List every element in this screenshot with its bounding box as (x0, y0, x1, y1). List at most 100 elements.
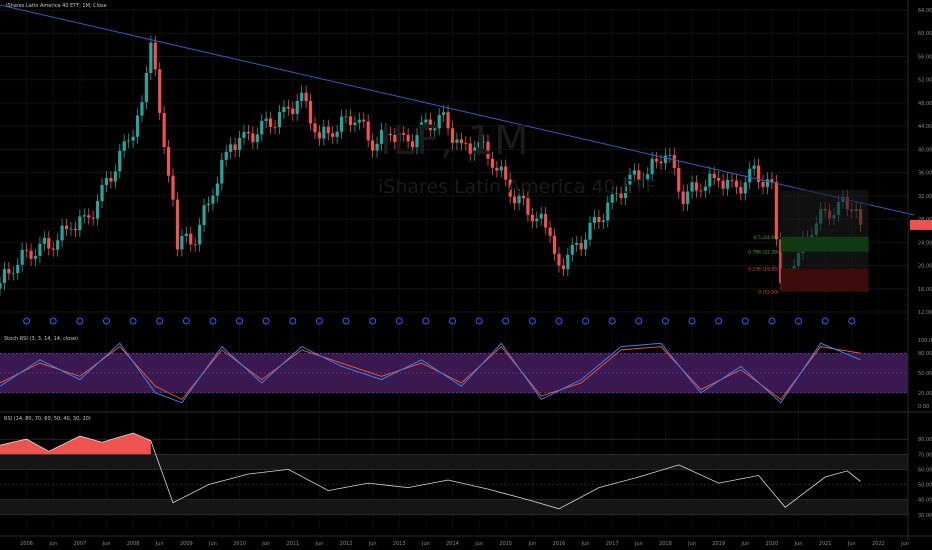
time-tick-label: Jun (315, 541, 324, 547)
candle-body (544, 213, 548, 228)
candle-body (277, 112, 282, 128)
price-axis: 12.0016.0020.0024.0028.0032.0036.0040.00… (907, 0, 932, 540)
price-tick-label: 44.00 (918, 124, 932, 130)
candle-body (388, 133, 392, 135)
candle-body (384, 129, 388, 134)
candle-body (588, 222, 592, 240)
stoch-tick-label: 100.00 (918, 338, 932, 344)
candle-body (668, 154, 672, 156)
candle-body (628, 174, 632, 185)
event-marker (582, 317, 590, 325)
candle-body (606, 202, 610, 221)
candle-body (690, 182, 694, 192)
fibonacci-retracement: 0.5 (24.95) 0.786 (22.39) 0.236 (19.45) 0 (… (748, 190, 869, 296)
stoch-k-line (0, 342, 861, 404)
candle-body (348, 116, 353, 126)
candle-body (517, 195, 521, 204)
rsi-band-lower (0, 499, 908, 515)
candle-body (251, 133, 255, 143)
candle-body (300, 92, 304, 102)
candle-body (393, 134, 397, 142)
candle-body (87, 215, 91, 218)
price-tick-label: 12.00 (918, 310, 932, 316)
candle-body (215, 183, 219, 196)
candle-body (158, 69, 162, 113)
candle-body (335, 131, 339, 137)
candle-body (20, 249, 24, 265)
rsi-pane (0, 432, 932, 537)
candle-body (721, 180, 725, 189)
time-tick-label: 2007 (73, 541, 86, 547)
candle-body (530, 214, 534, 222)
time-axis: 2006 Jun 2007 Jun 2008 Jun 2009 Jun 2010 Jun 2011 J… (20, 541, 909, 547)
fib-band-green (780, 236, 869, 252)
candle-body (260, 121, 264, 135)
rsi-tick-label: 60.00 (918, 467, 932, 473)
stoch-tick-label: 0.00 (918, 404, 929, 410)
candle-body (171, 175, 175, 200)
time-tick-label: Jun (102, 541, 111, 547)
event-marker (848, 317, 856, 325)
time-tick-label: 2006 (20, 541, 33, 547)
candle-body (166, 147, 171, 176)
rsi-overbought-fill (0, 433, 151, 455)
candle-body (455, 139, 459, 143)
watermark-ticker: ILF, 1M (380, 118, 530, 164)
watermark-name: iShares Latin America 40 ETF (378, 176, 657, 198)
candle-body (632, 170, 636, 175)
candle-body (104, 178, 109, 185)
time-tick-label: Jun (368, 541, 377, 547)
candle-body (109, 178, 113, 182)
candle-body (211, 195, 215, 204)
time-tick-label: Jun (527, 541, 536, 547)
time-tick-label: 2009 (180, 541, 193, 547)
candle-body (357, 119, 361, 123)
time-tick-label: Jun (740, 541, 749, 547)
candle-body (725, 180, 730, 189)
price-pane (0, 4, 915, 296)
candle-body (242, 132, 246, 138)
rsi-tick-label: 70.00 (918, 452, 932, 458)
time-tick-label: 2014 (446, 541, 459, 547)
stoch-d-line (0, 345, 861, 401)
candle-body (424, 119, 428, 123)
candle-body (477, 142, 481, 148)
candle-body (113, 171, 117, 182)
candle-body (322, 126, 326, 139)
candle-body (229, 144, 233, 152)
candle-body (570, 244, 574, 255)
candle-body (597, 216, 601, 223)
candle-body (765, 179, 770, 188)
price-tick-label: 40.00 (918, 147, 932, 153)
time-tick-label: Jun (794, 541, 803, 547)
candle-body (42, 238, 46, 244)
candle-body (38, 243, 42, 257)
candle-body (637, 170, 641, 181)
time-tick-label: Jun (155, 541, 164, 547)
time-tick-label: 2020 (766, 541, 779, 547)
event-marker (528, 317, 536, 325)
price-tick-label: 20.00 (918, 264, 932, 270)
candle-body (7, 269, 11, 274)
candle-body (193, 244, 197, 246)
time-tick-label: Jun (48, 541, 57, 547)
candle-body (269, 118, 273, 127)
candle-body (122, 141, 126, 151)
stoch-rsi-pane (0, 342, 932, 413)
candle-body (140, 102, 144, 116)
time-tick-label: 2022 (872, 541, 885, 547)
price-tick-label: 48.00 (918, 101, 932, 107)
candle-body (743, 182, 747, 194)
candle-body (730, 180, 734, 181)
time-tick-label: Jun (261, 541, 270, 547)
candle-body (623, 184, 628, 199)
event-marker (209, 317, 217, 325)
price-tick-label: 64.00 (918, 8, 932, 14)
candle-body (415, 135, 419, 148)
candle-body (473, 147, 477, 154)
candle-body (739, 187, 743, 194)
event-marker (555, 317, 563, 325)
candle-body (2, 269, 7, 283)
event-marker (23, 317, 31, 325)
candle-body (717, 178, 721, 181)
